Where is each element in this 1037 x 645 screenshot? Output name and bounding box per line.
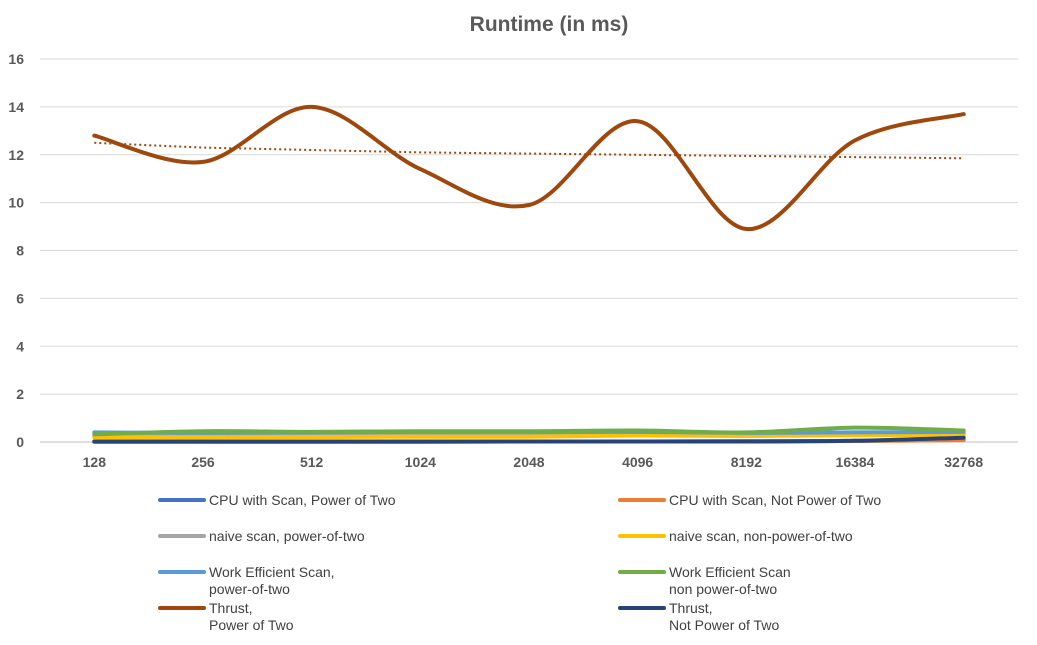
legend: CPU with Scan, Power of Two CPU with Scan… bbox=[158, 492, 881, 633]
series-line bbox=[92, 432, 966, 440]
x-tick-label: 1024 bbox=[405, 454, 436, 470]
legend-item: Thrust,Not Power of Two bbox=[618, 600, 779, 633]
legend-label: non power-of-two bbox=[669, 581, 777, 597]
legend-label: CPU with Scan, Not Power of Two bbox=[669, 492, 881, 508]
legend-label: CPU with Scan, Power of Two bbox=[209, 492, 396, 508]
x-tick-label: 2048 bbox=[513, 454, 544, 470]
legend-label: Work Efficient Scan bbox=[669, 564, 791, 580]
legend-label: Thrust, bbox=[209, 600, 253, 616]
chart-title: Runtime (in ms) bbox=[470, 13, 629, 36]
series-5 bbox=[92, 425, 966, 437]
legend-label: naive scan, non-power-of-two bbox=[669, 528, 853, 544]
trendline bbox=[94, 141, 964, 160]
y-tick-label: 0 bbox=[16, 434, 24, 450]
legend-label: Thrust, bbox=[669, 600, 713, 616]
legend-item: naive scan, power-of-two bbox=[158, 528, 365, 544]
legend-item: CPU with Scan, Power of Two bbox=[158, 492, 396, 508]
series-lines bbox=[92, 104, 966, 444]
y-tick-label: 6 bbox=[16, 290, 24, 306]
legend-label: Work Efficient Scan, bbox=[209, 564, 335, 580]
x-tick-label: 128 bbox=[83, 454, 107, 470]
y-tick-label: 10 bbox=[8, 195, 24, 211]
y-tick-label: 4 bbox=[16, 338, 24, 354]
y-tick-label: 2 bbox=[16, 386, 24, 402]
x-axis-ticks: 128 256 512 1024 2048 4096 8192 16384 32768 bbox=[83, 454, 984, 470]
legend-item: naive scan, non-power-of-two bbox=[618, 528, 853, 544]
x-tick-label: 8192 bbox=[731, 454, 762, 470]
series-6 bbox=[92, 104, 966, 232]
x-tick-label: 32768 bbox=[944, 454, 983, 470]
series-3 bbox=[92, 432, 966, 440]
trendlines bbox=[94, 141, 964, 437]
series-line bbox=[92, 104, 966, 232]
x-tick-label: 512 bbox=[300, 454, 324, 470]
legend-item: Thrust,Power of Two bbox=[158, 600, 294, 633]
legend-label: Not Power of Two bbox=[669, 617, 779, 633]
x-tick-label: 256 bbox=[191, 454, 215, 470]
legend-item: Work Efficient Scan,power-of-two bbox=[158, 564, 335, 597]
y-tick-label: 12 bbox=[8, 147, 24, 163]
y-axis-ticks: 0 2 4 6 8 10 12 14 16 bbox=[8, 51, 24, 450]
y-tick-label: 16 bbox=[8, 51, 24, 67]
legend-item: CPU with Scan, Not Power of Two bbox=[618, 492, 881, 508]
gridlines bbox=[40, 58, 1018, 443]
legend-label: power-of-two bbox=[209, 581, 290, 597]
series-7 bbox=[92, 435, 966, 444]
legend-label: naive scan, power-of-two bbox=[209, 528, 365, 544]
x-tick-label: 4096 bbox=[622, 454, 653, 470]
x-tick-label: 16384 bbox=[836, 454, 875, 470]
y-tick-label: 8 bbox=[16, 243, 24, 259]
y-tick-label: 14 bbox=[8, 99, 24, 115]
legend-label: Power of Two bbox=[209, 617, 294, 633]
